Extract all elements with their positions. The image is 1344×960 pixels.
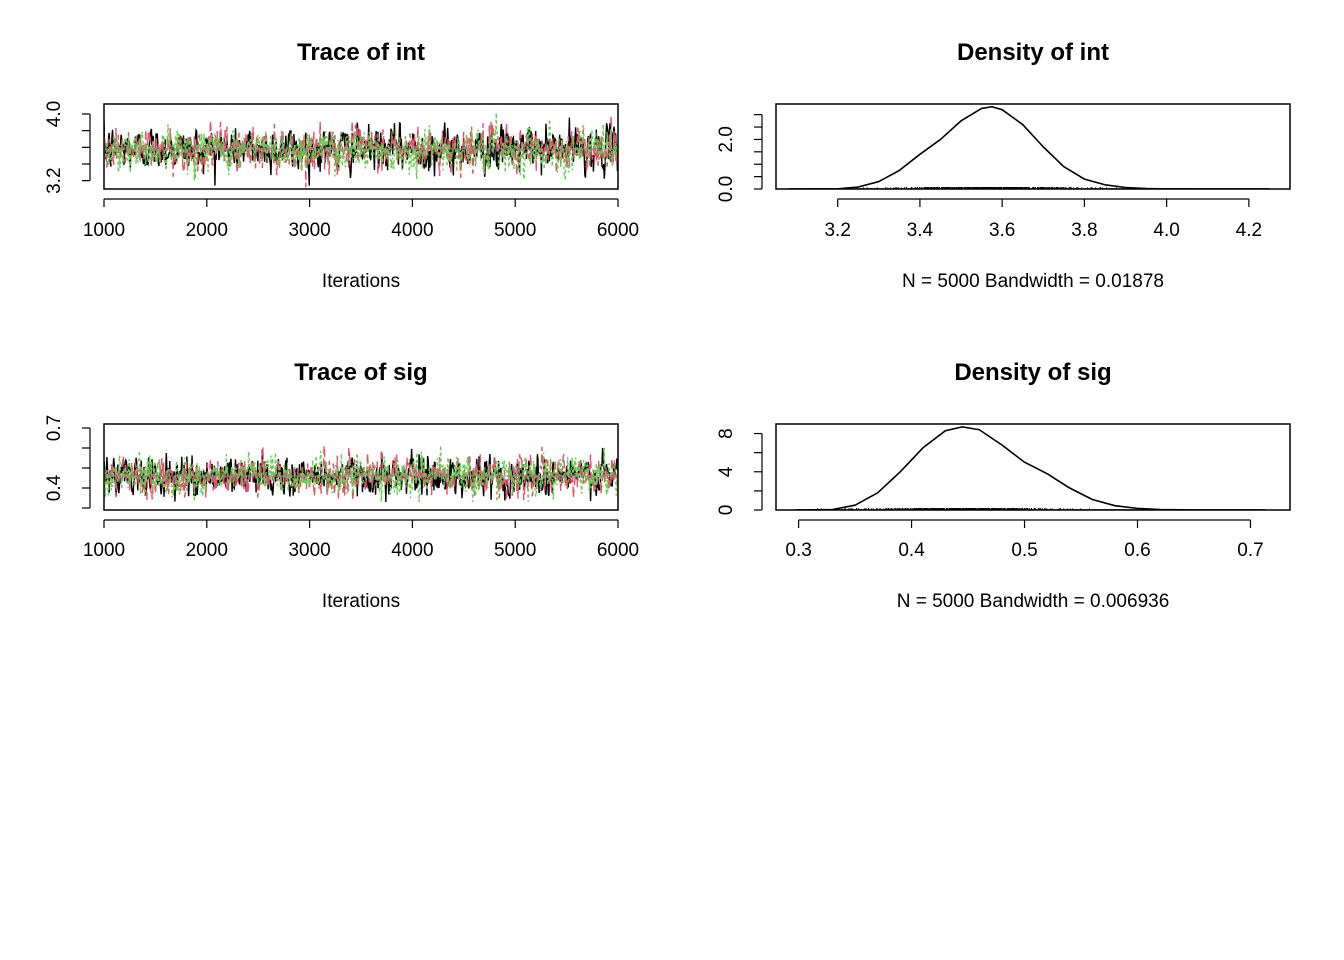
chart-title: Trace of sig (294, 359, 427, 386)
y-tick-label: 4.0 (44, 101, 65, 127)
chart-panel-4: Density of sig 0.3 0.4 0.5 0.6 0.7 N = 5000 Ba… (716, 359, 1291, 612)
density-curve (795, 426, 1266, 510)
x-tick-label: 4000 (391, 220, 433, 241)
plot-area (788, 105, 1270, 189)
plot-area (104, 112, 618, 188)
chart-title: Trace of int (297, 39, 425, 66)
y-tick-label: 0 (716, 505, 737, 516)
x-axis-label: N = 5000 Bandwidth = 0.006936 (897, 591, 1170, 612)
y-axis: 0.0 2.0 (716, 114, 763, 202)
chart-panel-1: Trace of int 1000 2000 3000 4000 5000 6000 Iter… (44, 39, 639, 292)
trace-chain-3 (104, 112, 618, 181)
plot-frame (775, 423, 1291, 511)
x-tick-label: 3.4 (907, 220, 934, 241)
y-axis: 0.4 0.7 (44, 415, 91, 509)
y-axis: 3.2 4.0 (44, 101, 91, 194)
x-tick-label: 5000 (494, 540, 536, 561)
x-tick-label: 3000 (288, 220, 330, 241)
y-tick-label: 4 (716, 466, 737, 477)
x-tick-label: 1000 (83, 540, 125, 561)
x-tick-label: 1000 (83, 220, 125, 241)
x-axis: 1000 2000 3000 4000 5000 6000 Iterations (83, 198, 639, 292)
y-tick-label: 8 (716, 428, 737, 439)
plot-frame (103, 423, 619, 511)
x-axis: 0.3 0.4 0.5 0.6 0.7 N = 5000 Bandwidth = 0.00… (785, 519, 1264, 612)
y-tick-label: 2.0 (716, 126, 737, 152)
x-axis-label: Iterations (322, 591, 400, 612)
plot-frame (103, 103, 619, 190)
x-tick-label: 2000 (186, 220, 228, 241)
x-axis: 3.2 3.4 3.6 3.8 4.0 4.2 N = 5000 Bandwidth = 0… (824, 198, 1262, 292)
y-tick-label: 0.0 (716, 176, 737, 202)
y-tick-label: 0.4 (44, 474, 65, 501)
x-tick-label: 3.8 (1071, 220, 1097, 241)
x-tick-label: 2000 (186, 540, 228, 561)
x-tick-label: 0.6 (1124, 540, 1150, 561)
x-tick-label: 6000 (597, 540, 639, 561)
chart-title: Density of sig (954, 359, 1111, 386)
y-tick-label: 0.7 (44, 415, 65, 441)
x-tick-label: 3.2 (824, 220, 850, 241)
chart-panel-3: Trace of sig 1000 2000 3000 4000 5000 6000 Iter… (44, 359, 639, 612)
x-tick-label: 0.5 (1011, 540, 1037, 561)
x-tick-label: 0.7 (1237, 540, 1263, 561)
x-tick-label: 4000 (391, 540, 433, 561)
x-axis-label: N = 5000 Bandwidth = 0.01878 (902, 271, 1164, 292)
plot-frame (775, 103, 1291, 190)
plot-area (104, 445, 618, 503)
x-tick-label: 6000 (597, 220, 639, 241)
density-curve (788, 105, 1270, 189)
x-tick-label: 3000 (288, 540, 330, 561)
chart-title: Density of int (957, 39, 1109, 66)
chart-panel-2: Density of int 3.2 3.4 3.6 3.8 4.0 4.2 N = 5000… (716, 39, 1291, 292)
trace-chain-3 (104, 445, 618, 503)
y-axis: 0 4 8 (716, 428, 763, 516)
x-tick-label: 0.4 (898, 540, 925, 561)
x-tick-label: 4.0 (1153, 220, 1179, 241)
x-tick-label: 5000 (494, 220, 536, 241)
y-tick-label: 3.2 (44, 167, 65, 193)
x-tick-label: 0.3 (785, 540, 811, 561)
x-axis-label: Iterations (322, 271, 400, 292)
plot-area (795, 426, 1266, 510)
x-axis: 1000 2000 3000 4000 5000 6000 Iterations (83, 519, 639, 612)
x-tick-label: 3.6 (989, 220, 1015, 241)
x-tick-label: 4.2 (1236, 220, 1262, 241)
